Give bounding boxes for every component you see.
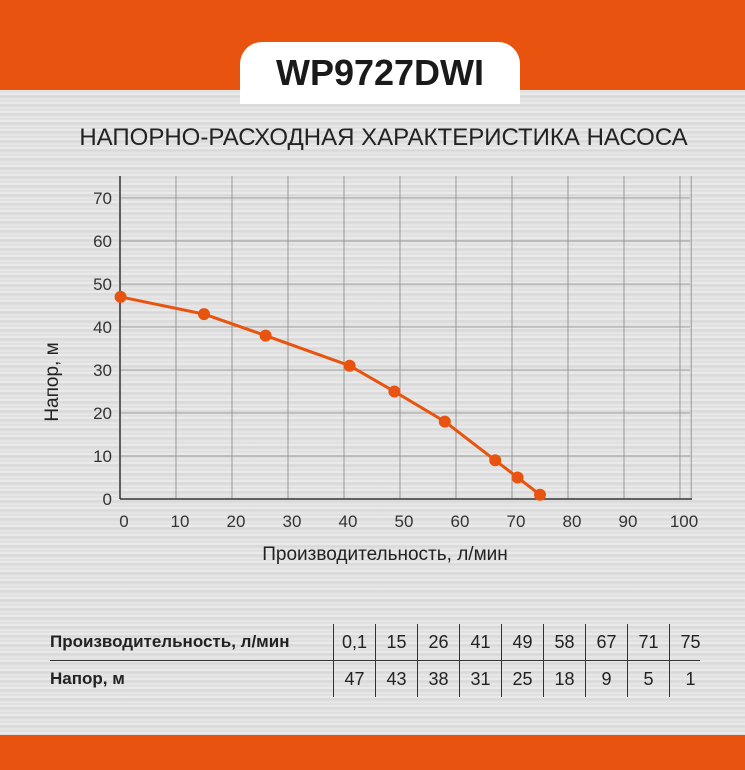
x-tick-label: 70 bbox=[507, 512, 526, 531]
pump-curve-chart: 0 10 20 30 40 50 60 70 80 90 100 0 10 20 30 40 50 60 70 Про… bbox=[42, 176, 698, 565]
x-tick-label: 30 bbox=[283, 512, 302, 531]
y-tick-label: 30 bbox=[93, 361, 112, 380]
series-line bbox=[120, 295, 541, 496]
data-point bbox=[511, 471, 524, 484]
table-row-head: Напор, м 47 43 38 31 25 18 9 5 1 bbox=[50, 661, 711, 697]
table-cell: 15 bbox=[375, 624, 417, 660]
x-axis-label: Производительность, л/мин bbox=[262, 544, 508, 565]
x-tick-label: 10 bbox=[171, 512, 190, 531]
y-tick-label: 10 bbox=[93, 447, 112, 466]
row-label-flow: Производительность, л/мин bbox=[50, 632, 290, 651]
table-row-flow: Производительность, л/мин 0,1 15 26 41 49 58 6… bbox=[50, 624, 711, 660]
x-tick-label: 80 bbox=[563, 512, 582, 531]
table-cell: 41 bbox=[459, 624, 501, 660]
y-tick-label: 70 bbox=[93, 189, 112, 208]
table-cell: 18 bbox=[543, 661, 585, 697]
table-cell: 75 bbox=[669, 624, 711, 660]
data-point bbox=[388, 385, 401, 398]
data-table: Производительность, л/мин 0,1 15 26 41 49 58 6… bbox=[50, 624, 711, 697]
table-cell: 43 bbox=[375, 661, 417, 697]
x-tick-label: 90 bbox=[619, 512, 638, 531]
x-tick-label: 0 bbox=[119, 512, 128, 531]
model-title: WP9727DWI bbox=[240, 42, 520, 104]
data-point bbox=[343, 359, 356, 372]
chart-title: НАПОРНО-РАСХОДНАЯ ХАРАКТЕРИСТИКА НАСОСА bbox=[79, 124, 688, 151]
x-tick-label: 40 bbox=[339, 512, 358, 531]
table-cell: 9 bbox=[585, 661, 627, 697]
table-cell: 0,1 bbox=[333, 624, 375, 660]
data-point bbox=[534, 488, 546, 501]
table-cell: 1 bbox=[669, 661, 711, 697]
data-point bbox=[489, 454, 502, 467]
table-cell: 25 bbox=[501, 661, 543, 697]
data-point bbox=[198, 308, 210, 321]
y-axis-label: Напор, м bbox=[42, 342, 63, 421]
table-cell: 71 bbox=[627, 624, 669, 660]
y-tick-label: 0 bbox=[103, 490, 112, 509]
y-tick-label: 50 bbox=[93, 275, 112, 294]
x-tick-label: 60 bbox=[451, 512, 470, 531]
table-cell: 67 bbox=[585, 624, 627, 660]
y-tick-label: 40 bbox=[93, 318, 112, 337]
table-cell: 31 bbox=[459, 661, 501, 697]
table-cell: 49 bbox=[501, 624, 543, 660]
data-point bbox=[259, 329, 272, 342]
table-cell: 26 bbox=[417, 624, 459, 660]
table-divider bbox=[50, 660, 700, 661]
table-cell: 47 bbox=[333, 661, 375, 697]
x-tick-label: 100 bbox=[670, 512, 698, 531]
table-cell: 5 bbox=[627, 661, 669, 697]
x-tick-label: 50 bbox=[395, 512, 414, 531]
y-tick-label: 20 bbox=[93, 404, 112, 423]
x-tick-label: 20 bbox=[227, 512, 246, 531]
table-cell: 38 bbox=[417, 661, 459, 697]
data-point bbox=[438, 415, 451, 428]
table-cell: 58 bbox=[543, 624, 585, 660]
y-tick-label: 60 bbox=[93, 232, 112, 251]
data-point bbox=[114, 290, 127, 303]
bottom-orange-band bbox=[0, 735, 745, 770]
row-label-head: Напор, м bbox=[50, 669, 125, 688]
